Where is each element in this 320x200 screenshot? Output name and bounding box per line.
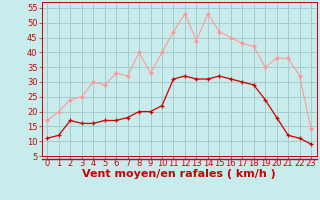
X-axis label: Vent moyen/en rafales ( km/h ): Vent moyen/en rafales ( km/h ) bbox=[82, 169, 276, 179]
